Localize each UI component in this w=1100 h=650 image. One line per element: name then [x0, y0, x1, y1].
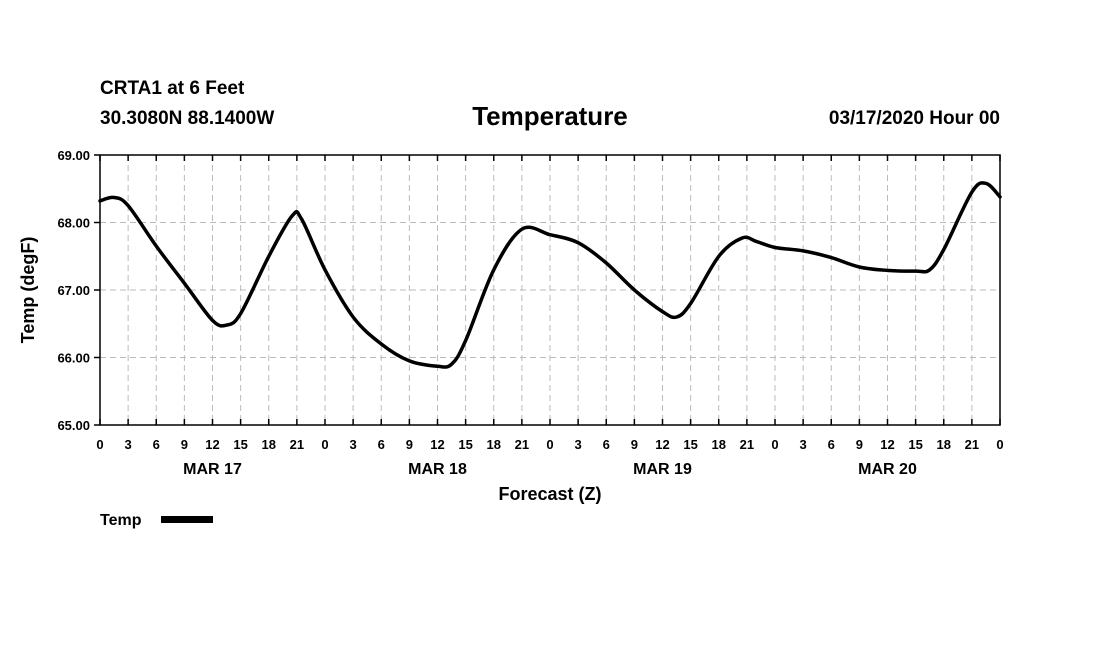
y-axis-label: Temp (degF) — [18, 237, 38, 344]
x-tick-label: 0 — [546, 437, 553, 452]
y-tick-label: 67.00 — [57, 283, 90, 298]
day-label: MAR 19 — [633, 461, 692, 478]
x-tick-label: 18 — [262, 437, 276, 452]
grid — [100, 155, 1000, 425]
x-tick-label: 3 — [125, 437, 132, 452]
x-tick-label: 9 — [856, 437, 863, 452]
x-tick-label: 0 — [996, 437, 1003, 452]
y-tick-labels: 65.00 66.00 67.00 68.00 69.00 — [57, 148, 90, 433]
x-tick-label: 18 — [487, 437, 501, 452]
run-time-label: 03/17/2020 Hour 00 — [829, 108, 1000, 129]
coords-label: 30.3080N 88.1400W — [100, 108, 274, 129]
x-tick-label: 18 — [712, 437, 726, 452]
plot-frame — [99, 154, 1001, 426]
x-tick-label: 3 — [800, 437, 807, 452]
x-tick-label: 15 — [458, 437, 472, 452]
x-tick-label: 9 — [181, 437, 188, 452]
series-line-temp — [98, 181, 1002, 369]
day-label: MAR 18 — [408, 461, 467, 478]
x-tick-label: 0 — [771, 437, 778, 452]
x-tick-label: 15 — [908, 437, 922, 452]
day-label: MAR 20 — [858, 461, 917, 478]
x-tick-label: 6 — [828, 437, 835, 452]
day-labels: MAR 17 MAR 18 MAR 19 MAR 20 — [183, 461, 917, 478]
x-tick-label: 9 — [406, 437, 413, 452]
x-tick-label: 12 — [880, 437, 894, 452]
legend-swatch-temp — [161, 516, 213, 523]
x-tick-label: 15 — [683, 437, 697, 452]
x-tick-label: 6 — [378, 437, 385, 452]
x-tick-labels: 0 3 6 9 12 15 18 21 0 3 6 9 12 15 18 21 0 3 6 9 12 15 18 21 0 3 6 9… — [96, 437, 1003, 452]
y-tick-label: 68.00 — [57, 216, 90, 231]
day-label: MAR 17 — [183, 461, 242, 478]
x-tick-label: 6 — [153, 437, 160, 452]
x-tick-label: 15 — [233, 437, 247, 452]
x-tick-label: 21 — [740, 437, 754, 452]
x-tick-label: 21 — [515, 437, 529, 452]
y-tick-label: 69.00 — [57, 148, 90, 163]
chart-title: Temperature — [472, 101, 628, 131]
x-tick-label: 18 — [937, 437, 951, 452]
x-tick-label: 3 — [575, 437, 582, 452]
legend-label-temp: Temp — [100, 512, 142, 529]
station-label: CRTA1 at 6 Feet — [100, 78, 245, 99]
x-tick-label: 6 — [603, 437, 610, 452]
x-tick-label: 0 — [96, 437, 103, 452]
x-tick-label: 12 — [430, 437, 444, 452]
x-tick-label: 12 — [655, 437, 669, 452]
x-tick-label: 12 — [205, 437, 219, 452]
legend: Temp — [100, 512, 213, 529]
x-tick-label: 9 — [631, 437, 638, 452]
y-tick-label: 66.00 — [57, 351, 90, 366]
x-tick-label: 21 — [290, 437, 304, 452]
x-axis-label: Forecast (Z) — [498, 484, 601, 504]
x-tick-label: 21 — [965, 437, 979, 452]
y-tick-label: 65.00 — [57, 418, 90, 433]
x-tick-label: 0 — [321, 437, 328, 452]
x-tick-label: 3 — [350, 437, 357, 452]
